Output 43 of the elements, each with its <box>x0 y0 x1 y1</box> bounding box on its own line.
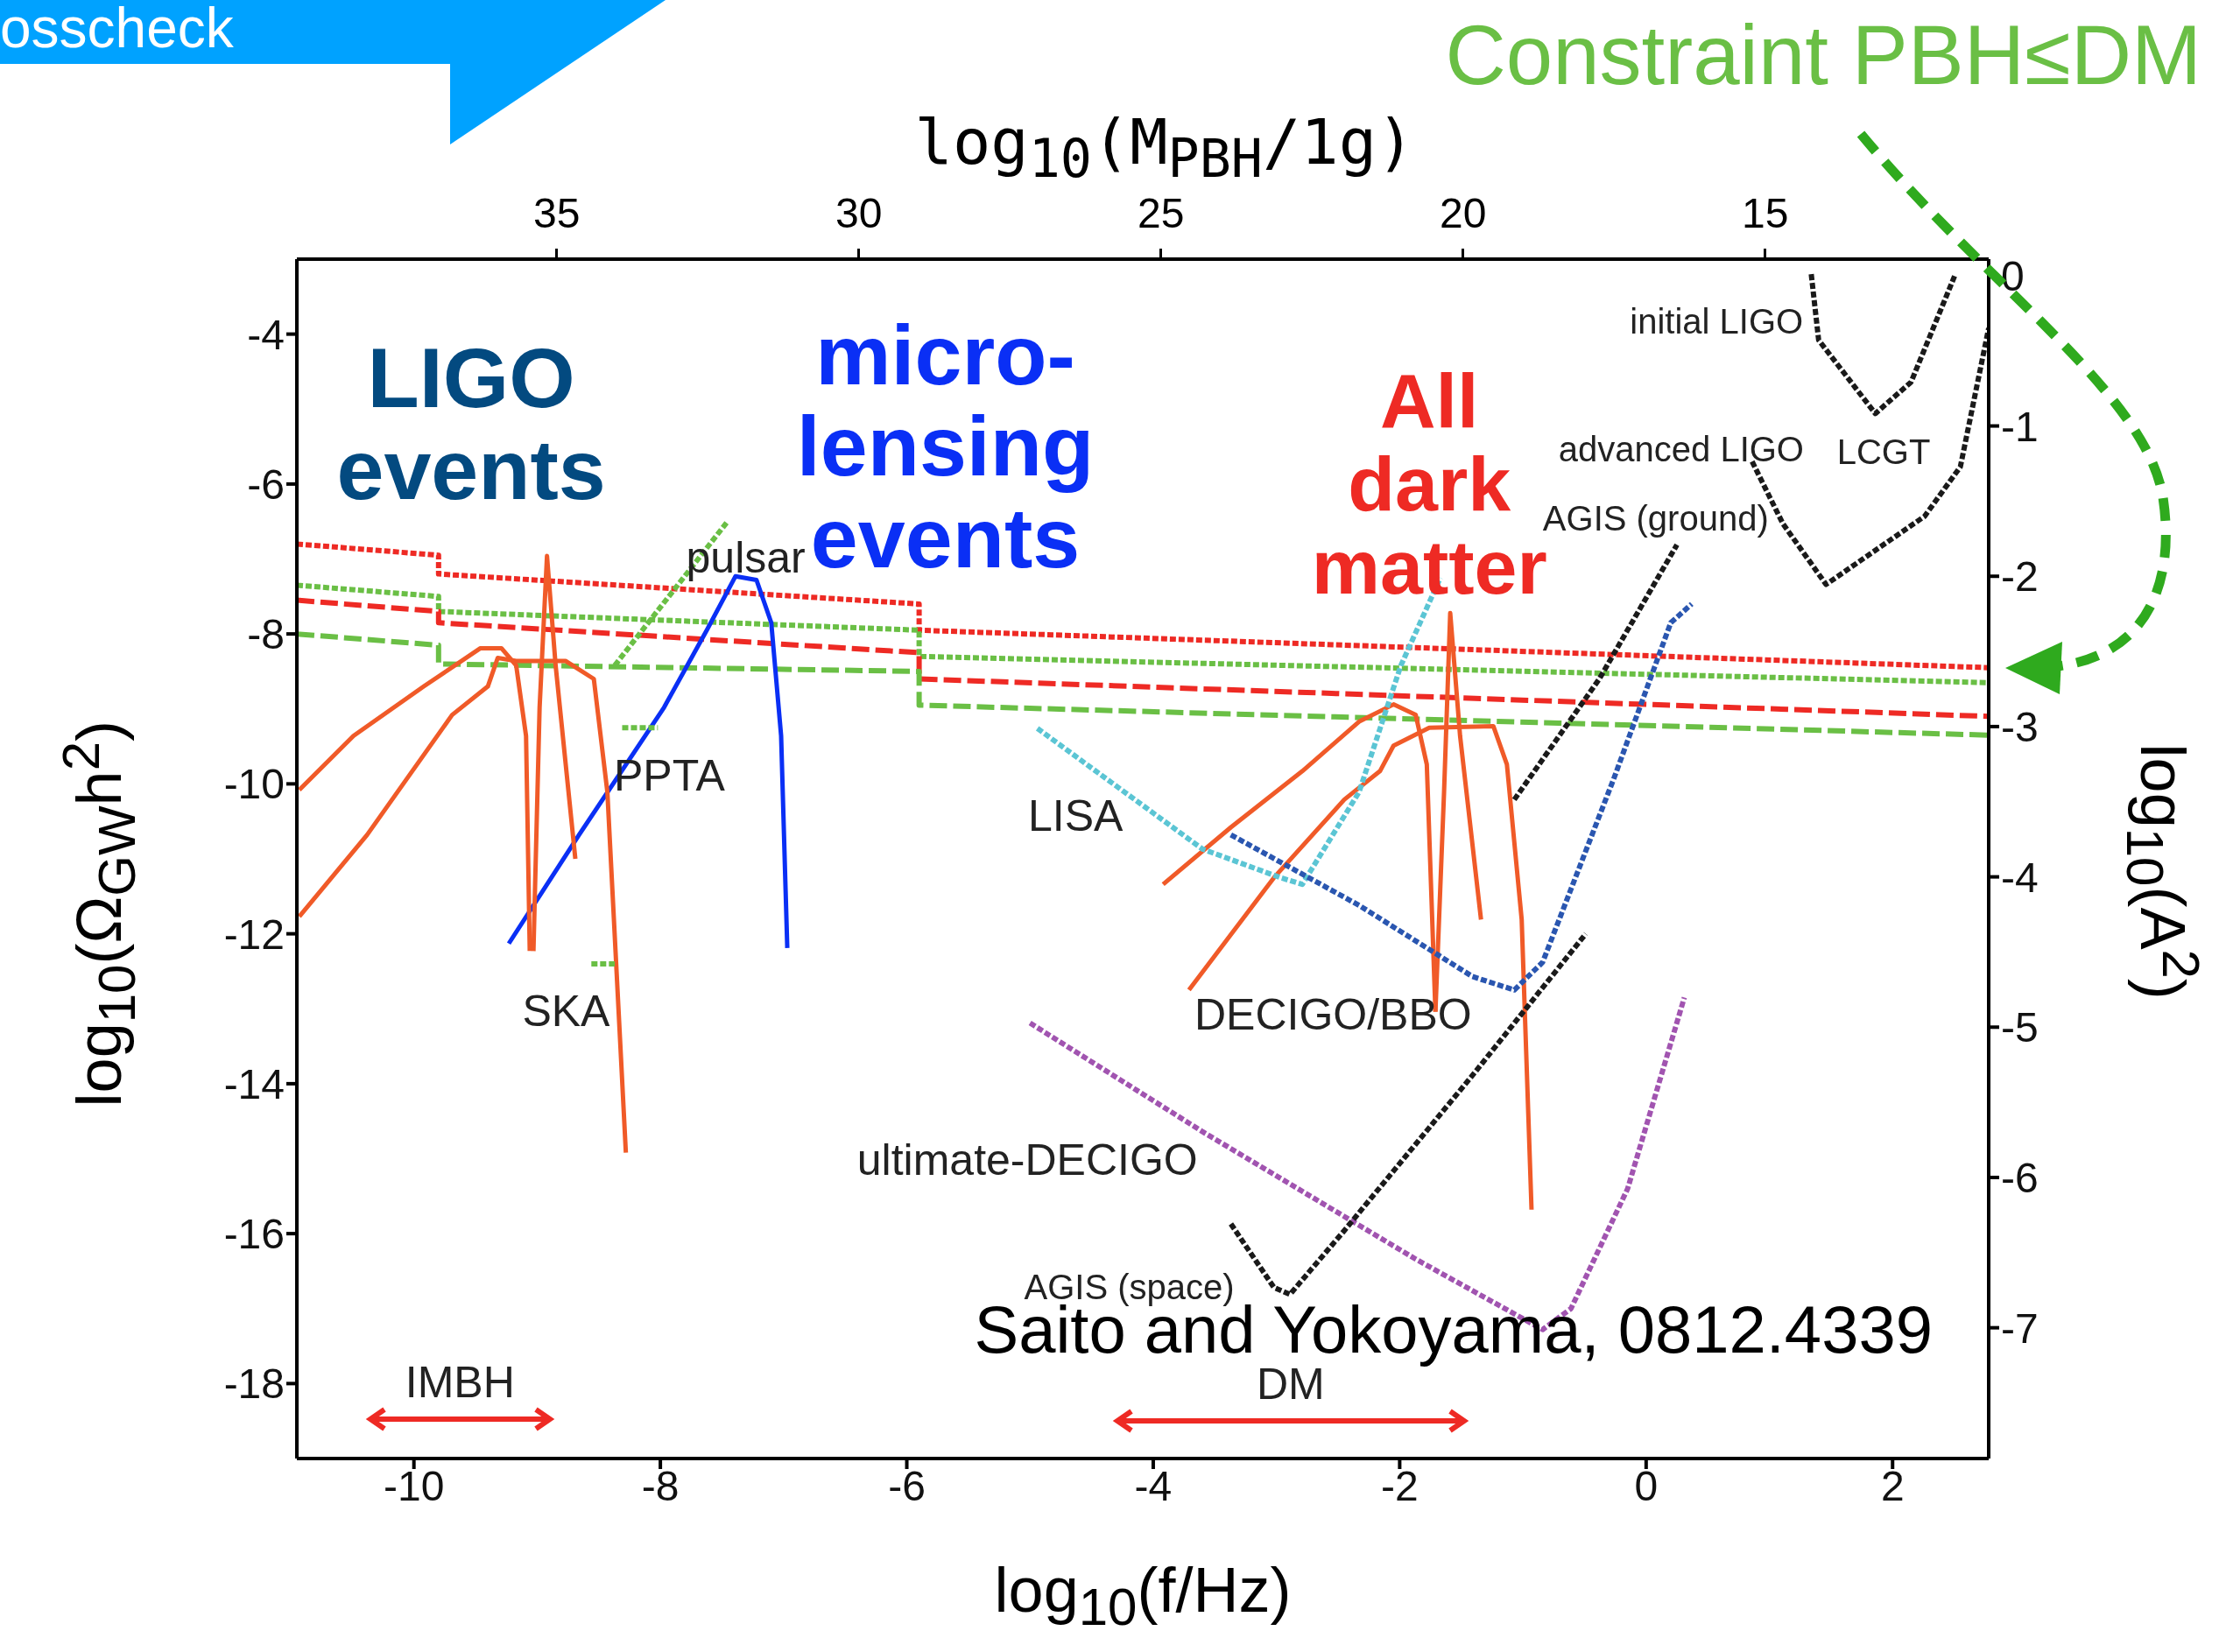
y-tick-label: -4 <box>247 311 285 358</box>
y-tick-label: -6 <box>247 460 285 508</box>
x-tick-label: 0 <box>1634 1463 1659 1510</box>
y2-tick-label: -3 <box>2001 703 2039 750</box>
y-tick-label: -14 <box>223 1060 285 1107</box>
y2-tick-label: 0 <box>2001 252 2025 299</box>
x-tick-label: -2 <box>1381 1463 1419 1510</box>
x-tick-label: -4 <box>1134 1463 1173 1510</box>
x-tick-label: -6 <box>888 1463 926 1510</box>
annotation: DECIGO/BBO <box>1194 989 1472 1039</box>
x2-tick-label: 15 <box>1741 190 1790 236</box>
x2-tick-label: 20 <box>1439 190 1488 236</box>
y-tick-label: -12 <box>223 910 285 958</box>
y-tick-label: -18 <box>223 1360 285 1408</box>
annotation: LISA <box>1028 791 1124 841</box>
y2-tick-label: -1 <box>2001 403 2039 450</box>
x-tick-label: 2 <box>1880 1463 1905 1510</box>
y2-tick-label: -4 <box>2001 854 2039 901</box>
x2-tick-label: 35 <box>532 190 581 236</box>
text: Constraint PBH≤DM <box>1445 8 2201 102</box>
y-tick-label: -8 <box>247 611 285 658</box>
y-tick-label: -10 <box>223 761 285 808</box>
text: osscheck <box>0 0 234 60</box>
annotation: ultimate-DECIGO <box>856 1135 1198 1185</box>
annotation: initial LIGO <box>1630 302 1804 342</box>
annotation: LIGO events <box>335 330 607 517</box>
y-tick-label: -16 <box>223 1211 285 1258</box>
x-tick-label: -8 <box>641 1463 680 1510</box>
annotation: PPTA <box>613 750 725 800</box>
annotation: SKA <box>522 987 610 1037</box>
annotation: LCGT <box>1836 432 1931 472</box>
x-tick-label: -10 <box>383 1463 445 1510</box>
annotation: DM <box>1256 1359 1325 1409</box>
y2-tick-label: -6 <box>2001 1155 2039 1201</box>
x2-tick-label: 25 <box>1137 190 1186 236</box>
annotation: IMBH <box>405 1357 515 1407</box>
annotation: advanced LIGO <box>1558 430 1804 469</box>
y2-tick-label: -7 <box>2001 1304 2039 1352</box>
y2-tick-label: -2 <box>2001 553 2039 601</box>
y2-tick-label: -5 <box>2001 1004 2039 1051</box>
x-axis-title: log$_{10}$(f/Hz) <box>993 1554 1293 1638</box>
x2-tick-label: 30 <box>835 190 884 236</box>
x2-axis-title: log$_{10}$(M$_{PBH}$/1g) <box>913 105 1416 190</box>
